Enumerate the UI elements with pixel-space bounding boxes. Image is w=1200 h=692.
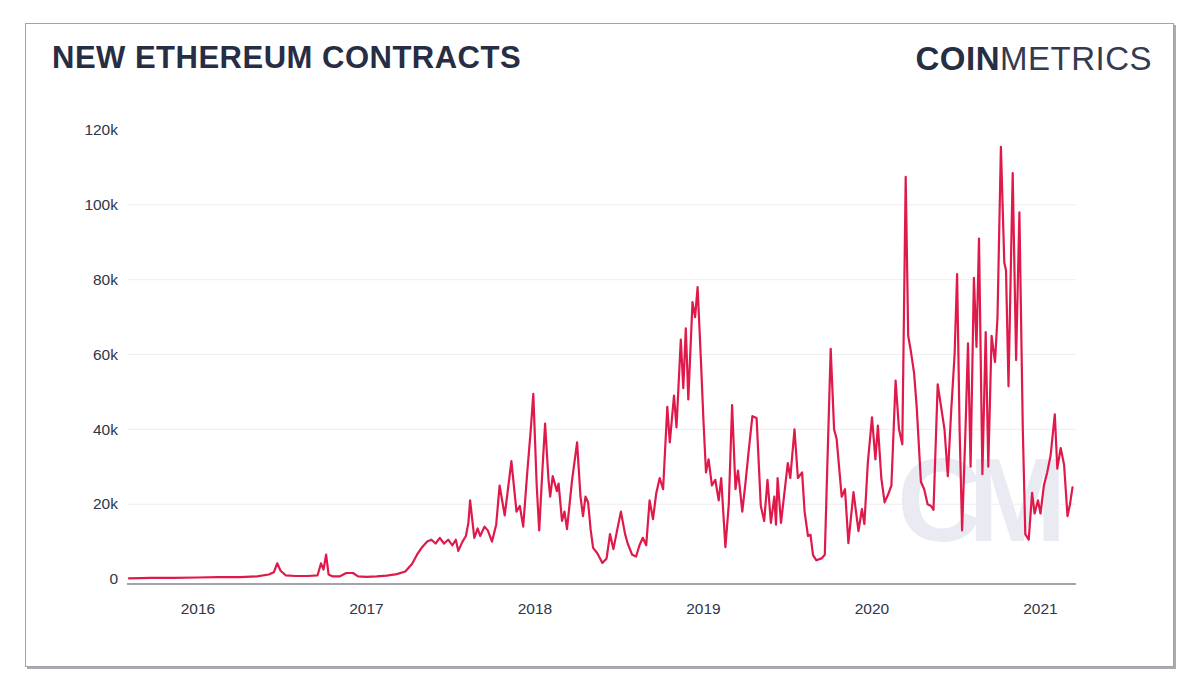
x-axis-tick-label: 2020: [855, 600, 890, 617]
x-axis-tick-label: 2019: [686, 600, 720, 617]
x-axis-tick-label: 2016: [181, 600, 215, 617]
coinmetrics-logo: COINMETRICS: [916, 40, 1153, 78]
y-axis-tick-label: 40k: [93, 421, 118, 438]
y-axis-tick-label: 80k: [93, 271, 118, 288]
line-chart: 0 20k 40k 60k 80k 100k 120k 2016 2017 2018 2019 202…: [0, 0, 1200, 692]
page-title: NEW ETHEREUM CONTRACTS: [52, 40, 521, 76]
contracts-line-series: [129, 147, 1073, 579]
logo-coin-text: COIN: [916, 40, 1001, 77]
x-axis-tick-label: 2018: [518, 600, 552, 617]
y-axis-tick-label: 120k: [84, 121, 118, 138]
chart-header: NEW ETHEREUM CONTRACTS COINMETRICS: [52, 40, 1152, 78]
y-axis-tick-label: 20k: [93, 495, 118, 512]
x-axis-tick-label: 2017: [349, 600, 383, 617]
y-axis-tick-label: 100k: [84, 196, 118, 213]
y-axis-tick-label: 0: [109, 570, 118, 587]
logo-metrics-text: METRICS: [1000, 40, 1152, 77]
y-axis-tick-label: 60k: [93, 346, 118, 363]
x-axis-tick-label: 2021: [1023, 600, 1057, 617]
